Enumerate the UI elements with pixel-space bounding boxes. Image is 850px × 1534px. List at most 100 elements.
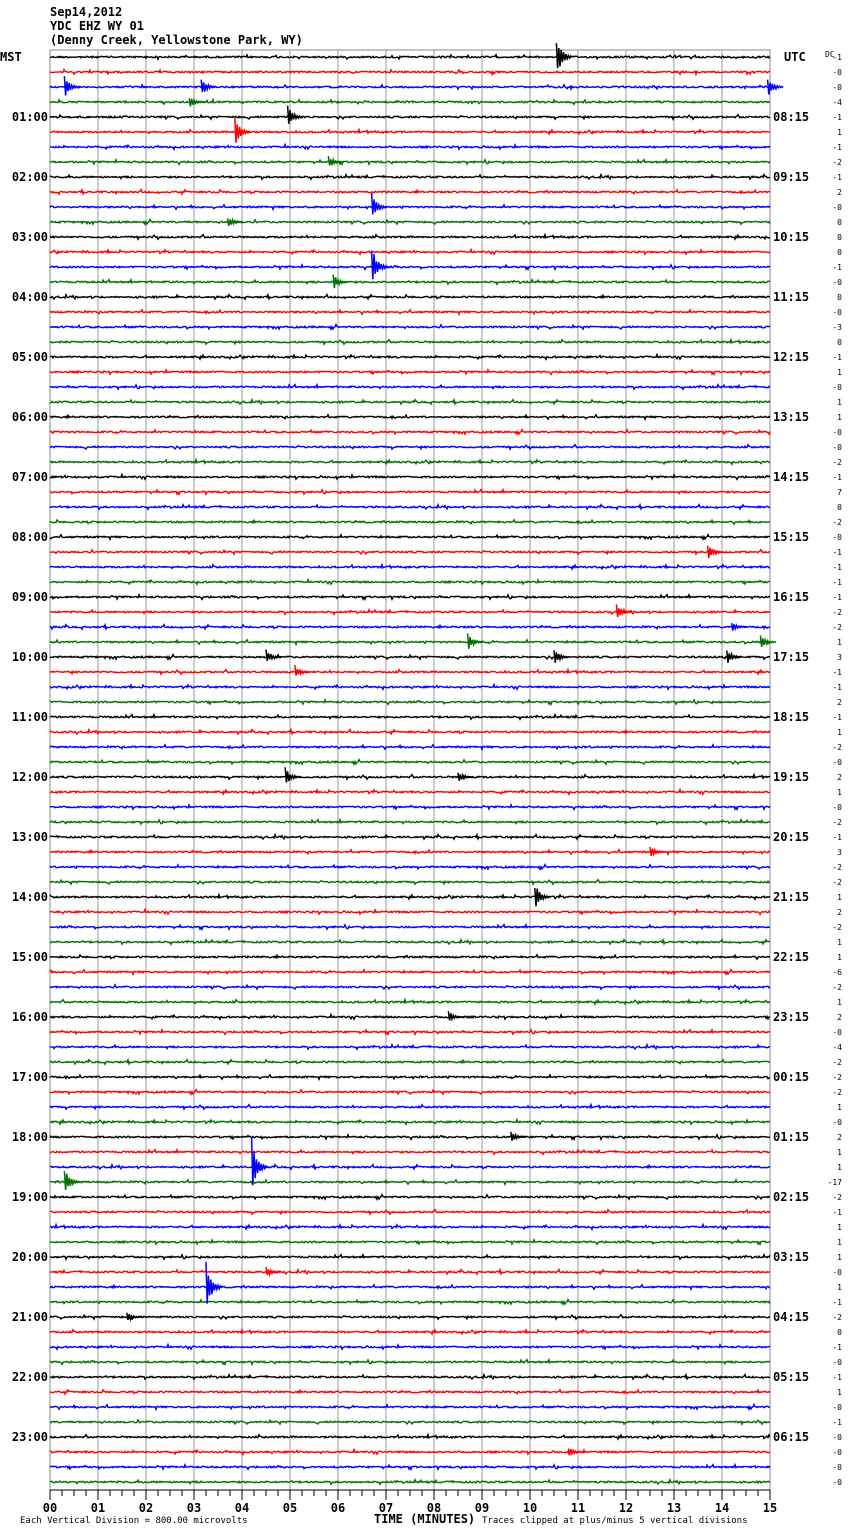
left-time-label: 06:00 [12,410,48,424]
x-tick-label: 02 [139,1501,153,1515]
dc-offset-label: -0 [832,1118,842,1127]
seismic-trace [49,413,771,422]
dc-offset-label: -2 [832,623,842,632]
dc-offset-label: -4 [832,98,842,107]
dc-offset-label: -1 [832,1418,842,1427]
seismic-trace [49,817,770,826]
seismic-event [726,650,743,663]
left-time-label: 09:00 [12,590,48,604]
seismic-trace [49,997,771,1006]
seismic-trace [49,1298,771,1307]
x-tick-label: 13 [667,1501,681,1515]
seismic-trace [49,1147,771,1156]
seismic-event [234,117,251,143]
seismic-trace [49,638,771,647]
seismic-trace [49,218,771,227]
dc-offset-label: -2 [832,1058,842,1067]
seismic-trace [49,1252,771,1262]
seismic-trace [49,1102,771,1111]
dc-offset-label: -2 [832,818,842,827]
dc-offset-label: -1 [832,683,842,692]
seismic-trace [49,802,771,812]
dc-offset-label: 1 [837,638,842,647]
seismic-trace [49,1237,771,1247]
chart-date: Sep14,2012 [50,5,123,19]
seismic-trace [49,457,771,467]
station-id: YDC EHZ WY 01 [50,19,144,33]
x-tick-label: 03 [187,1501,201,1515]
right-time-label: 08:15 [773,110,809,124]
x-tick-label: 08 [427,1501,441,1515]
seismic-trace [49,1403,771,1412]
seismic-trace [49,1388,771,1396]
x-tick-label: 12 [619,1501,633,1515]
dc-offset-label: 0 [837,1328,842,1337]
seismic-trace [49,1132,771,1142]
dc-offset-label: 1 [837,128,842,137]
seismic-trace [49,1327,771,1336]
station-location: (Denny Creek, Yellowstone Park, WY) [50,33,303,47]
seismic-event [567,1448,585,1457]
seismic-event [457,772,474,781]
x-tick-label: 00 [43,1501,57,1515]
dc-offset-label: -2 [832,518,842,527]
left-time-label: 14:00 [12,890,48,904]
seismic-trace [49,1447,771,1457]
seismic-event [370,192,388,215]
dc-offset-label: -6 [832,968,842,977]
right-time-label: 21:15 [773,890,809,904]
right-time-label: 01:15 [773,1130,809,1144]
dc-offset-label: -0 [832,1478,842,1487]
seismic-event [370,250,388,280]
dc-offset-label: -2 [832,863,842,872]
footer-scale-note: Each Vertical Division = 800.00 microvol… [20,1516,248,1526]
seismic-trace [49,1418,771,1426]
seismic-trace [49,1313,771,1321]
dc-offset-label: 0 [837,338,842,347]
dc-offset-label: 2 [837,1013,842,1022]
x-tick-label: 07 [379,1501,393,1515]
seismic-trace [49,878,771,886]
seismic-trace [49,443,771,451]
seismic-event [447,1011,465,1022]
dc-offset-label: 2 [837,908,842,917]
seismic-trace [49,727,771,736]
right-time-label: 04:15 [773,1310,809,1324]
x-tick-label: 01 [91,1501,105,1515]
seismic-trace [49,653,771,662]
right-time-label: 02:15 [773,1190,809,1204]
seismic-event [126,1312,143,1322]
seismic-trace [49,787,771,797]
seismic-trace [49,247,771,257]
seismic-trace [50,922,770,932]
seismic-trace [49,697,771,707]
seismic-trace [49,232,771,241]
dc-offset-label: 1 [837,1388,842,1397]
dc-offset-label: -2 [832,1313,842,1322]
dc-offset-label: -0 [832,1433,842,1442]
dc-offset-label: 1 [837,1103,842,1112]
dc-offset-label: -0 [832,383,842,392]
dc-offset-label: -1 [832,578,842,587]
seismic-event [534,887,551,907]
left-time-label: 21:00 [12,1310,48,1324]
dc-offset-label: -1 [832,593,842,602]
left-time-label: 03:00 [12,230,48,244]
dc-offset-label: 0 [837,233,842,242]
left-time-label: 12:00 [12,770,48,784]
dc-offset-label: 1 [837,413,842,422]
seismic-trace [49,518,771,526]
seismic-trace [50,127,771,136]
dc-offset-label: -2 [832,458,842,467]
dc-offset-label: -0 [832,278,842,287]
dc-offset-label: -2 [832,923,842,932]
left-time-label: 15:00 [12,950,48,964]
dc-offset-label: -1 [832,353,842,362]
seismic-trace [49,142,771,152]
left-time-label: 10:00 [12,650,48,664]
right-time-label: 18:15 [773,710,809,724]
dc-offset-label: 1 [837,398,842,407]
dc-offset-label: 1 [837,1238,842,1247]
seismic-trace [49,187,771,196]
seismic-trace [49,1357,771,1367]
